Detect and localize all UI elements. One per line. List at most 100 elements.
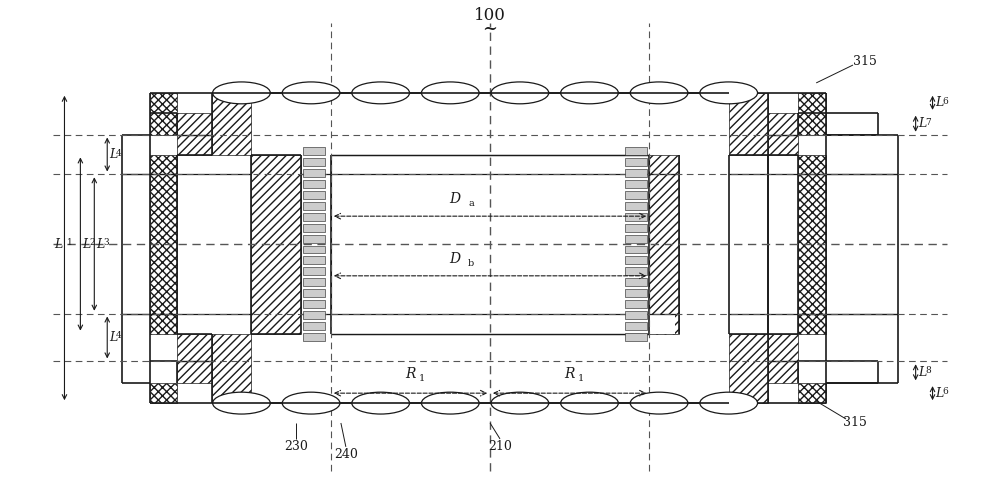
Bar <box>303 213 325 220</box>
Text: 210: 210 <box>488 440 512 453</box>
Bar <box>150 93 177 135</box>
Bar <box>251 154 301 334</box>
Text: L: L <box>82 238 91 250</box>
Text: L: L <box>919 366 927 379</box>
Bar <box>303 333 325 341</box>
Text: L: L <box>54 238 62 250</box>
Bar <box>212 334 251 403</box>
Text: L: L <box>936 96 944 109</box>
Bar <box>798 154 826 334</box>
Bar <box>303 235 325 243</box>
Bar <box>625 202 647 210</box>
Bar <box>303 169 325 177</box>
Bar <box>798 383 826 403</box>
Text: 6: 6 <box>942 97 948 106</box>
Ellipse shape <box>491 82 549 104</box>
Text: ~: ~ <box>483 20 498 38</box>
Bar <box>798 93 826 135</box>
Bar <box>150 383 177 403</box>
Text: D: D <box>449 192 460 206</box>
Text: 1: 1 <box>578 374 584 383</box>
Bar <box>303 278 325 286</box>
Bar <box>303 300 325 308</box>
Text: L: L <box>96 238 105 250</box>
Bar <box>768 334 798 361</box>
Text: L: L <box>936 387 944 400</box>
Text: L: L <box>109 148 117 161</box>
Text: 4: 4 <box>116 332 122 340</box>
Bar <box>729 334 768 403</box>
Bar <box>768 113 798 135</box>
Text: D: D <box>449 252 460 266</box>
Ellipse shape <box>352 82 410 104</box>
Bar <box>212 93 251 154</box>
Text: L: L <box>919 117 927 130</box>
Text: R: R <box>564 367 575 381</box>
Ellipse shape <box>213 82 270 104</box>
Ellipse shape <box>630 82 688 104</box>
Bar <box>303 256 325 264</box>
Text: 315: 315 <box>853 55 877 67</box>
Bar <box>331 154 649 334</box>
Ellipse shape <box>282 392 340 414</box>
Bar <box>768 361 798 383</box>
Bar <box>625 267 647 276</box>
Bar <box>625 322 647 330</box>
Bar <box>625 169 647 177</box>
Text: 8: 8 <box>926 366 931 375</box>
Bar <box>303 246 325 253</box>
Bar <box>177 334 212 361</box>
Ellipse shape <box>421 82 479 104</box>
Bar <box>303 180 325 188</box>
Text: 230: 230 <box>284 440 308 453</box>
Ellipse shape <box>282 82 340 104</box>
Text: 100: 100 <box>474 7 506 24</box>
Ellipse shape <box>213 392 270 414</box>
Bar <box>303 322 325 330</box>
Text: 7: 7 <box>926 118 931 126</box>
Bar <box>625 311 647 319</box>
Bar <box>625 213 647 220</box>
Bar <box>303 267 325 276</box>
Ellipse shape <box>421 392 479 414</box>
Bar <box>768 135 798 154</box>
Text: 1: 1 <box>418 374 425 383</box>
Text: 3: 3 <box>103 238 109 247</box>
Text: 315: 315 <box>843 417 867 430</box>
Bar <box>177 361 212 383</box>
Ellipse shape <box>561 82 618 104</box>
Bar <box>625 256 647 264</box>
Bar <box>177 113 212 135</box>
Ellipse shape <box>561 392 618 414</box>
Bar <box>303 289 325 297</box>
Ellipse shape <box>491 392 549 414</box>
Bar <box>150 154 177 334</box>
Ellipse shape <box>700 392 758 414</box>
Bar <box>301 313 675 334</box>
Text: L: L <box>109 331 117 344</box>
Bar <box>729 93 768 154</box>
Ellipse shape <box>630 392 688 414</box>
Bar <box>625 235 647 243</box>
Bar <box>625 147 647 155</box>
Bar <box>177 135 212 154</box>
Bar <box>303 147 325 155</box>
Bar <box>625 300 647 308</box>
Bar <box>303 158 325 166</box>
Text: 4: 4 <box>116 149 122 157</box>
Ellipse shape <box>700 82 758 104</box>
Bar <box>625 158 647 166</box>
Text: 6: 6 <box>942 387 948 396</box>
Bar <box>625 333 647 341</box>
Text: 2: 2 <box>89 238 95 247</box>
Bar <box>303 191 325 199</box>
Bar <box>303 224 325 232</box>
Text: b: b <box>468 259 474 268</box>
Bar <box>649 154 679 334</box>
Text: 240: 240 <box>334 448 358 461</box>
Text: 1: 1 <box>66 238 72 247</box>
Bar <box>625 246 647 253</box>
Bar <box>625 191 647 199</box>
Bar <box>625 278 647 286</box>
Bar <box>303 311 325 319</box>
